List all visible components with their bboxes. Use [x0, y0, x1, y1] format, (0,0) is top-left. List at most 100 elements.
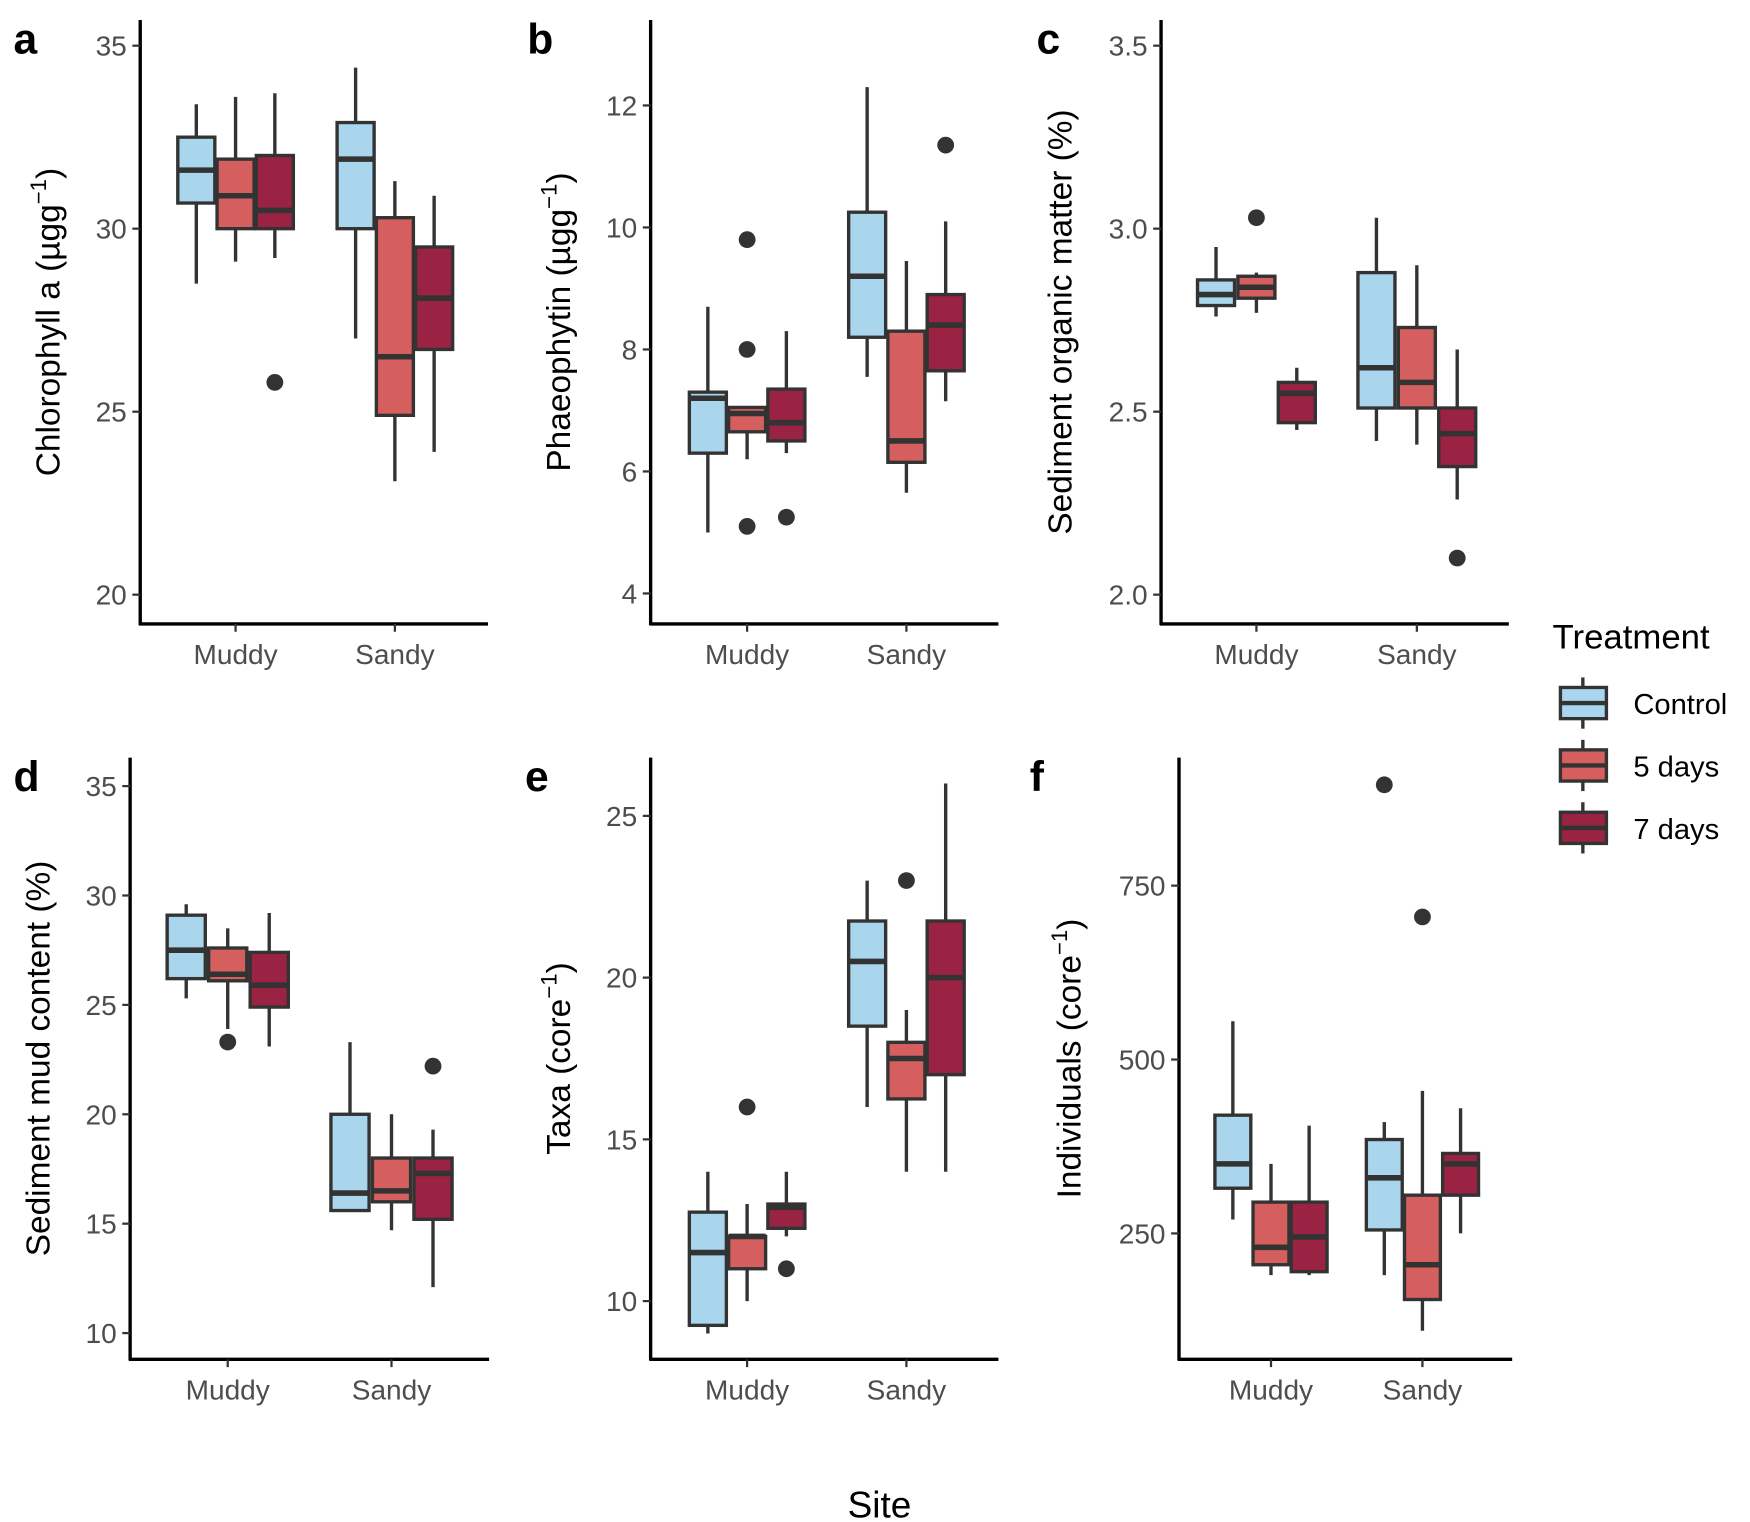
box [1251, 1200, 1291, 1267]
box-5-days-sandy [886, 261, 927, 493]
box-control-sandy [1364, 776, 1404, 1276]
box [248, 950, 290, 1009]
y-tick-label: 20 [606, 963, 637, 994]
y-tick-label: 10 [85, 1318, 116, 1349]
box-7-days-muddy [766, 1171, 807, 1278]
y-tick-label: 3.5 [1109, 31, 1148, 62]
legend-key-5-days: 5 days [1558, 739, 1719, 792]
legend-key-control: Control [1558, 677, 1727, 729]
x-tick-label: Muddy [1214, 639, 1298, 670]
y-axis-title: Sediment organic matter (%) [1042, 109, 1079, 534]
box-5-days-sandy [886, 872, 927, 1172]
y-tick-label: 12 [606, 91, 637, 122]
box [254, 153, 296, 231]
outlier-point [1375, 776, 1393, 794]
box [412, 1156, 454, 1221]
x-tick-label: Muddy [194, 639, 278, 670]
box [687, 390, 729, 455]
x-tick-label: Muddy [1229, 1375, 1313, 1406]
box-7-days-sandy [413, 195, 455, 452]
box-control-muddy [687, 306, 729, 533]
box [1356, 270, 1397, 410]
box [1213, 1113, 1253, 1190]
outlier-point [937, 136, 955, 154]
y-tick-label: 25 [96, 397, 127, 428]
y-axis-title: Individuals (core−1) [1047, 919, 1089, 1199]
box [726, 1234, 768, 1271]
box [374, 216, 416, 418]
y-axis-title-superscript: −1 [536, 973, 561, 998]
box-control-sandy [846, 880, 888, 1108]
outlier-point [1448, 549, 1466, 567]
y-tick-label: 2.5 [1109, 397, 1148, 428]
y-tick-label: 250 [1119, 1219, 1166, 1250]
box-control-muddy [1195, 246, 1237, 317]
box [925, 919, 966, 1077]
panel-label: a [13, 17, 37, 64]
y-axis-title-end: ) [541, 172, 578, 183]
panel-a: 20 25 30 35 Muddy Sandy a Chlorophyll a (µgg−1) [13, 17, 488, 670]
box [1402, 1193, 1443, 1302]
y-axis-title-end: ) [30, 168, 67, 179]
y-axis-title-end: ) [541, 962, 578, 973]
outlier-point [266, 374, 284, 391]
box [1396, 325, 1438, 410]
y-axis-title-text: Sediment mud content (%) [20, 861, 57, 1257]
y-tick-label: 4 [622, 579, 638, 610]
x-tick-label: Muddy [705, 639, 789, 670]
box-control-sandy [846, 87, 888, 377]
outlier-point [738, 231, 756, 249]
outlier-point [219, 1033, 237, 1051]
box [370, 1156, 413, 1204]
box-control-sandy [335, 67, 376, 339]
y-axis-title: Chlorophyll a (µgg−1) [26, 168, 68, 476]
box-7-days-muddy [766, 331, 807, 526]
box-7-days-muddy [1289, 1125, 1329, 1276]
panel-label: b [527, 17, 553, 64]
x-tick-label: Sandy [867, 1375, 947, 1406]
y-tick-label: 10 [606, 1286, 637, 1317]
x-tick-label: Muddy [705, 1375, 789, 1406]
y-tick-label: 25 [85, 990, 116, 1021]
box-5-days-muddy [215, 96, 256, 262]
y-tick-label: 20 [96, 580, 127, 611]
box [766, 387, 807, 443]
panel-label: f [1030, 754, 1045, 801]
box [1276, 380, 1317, 425]
box-control-sandy [329, 1042, 371, 1213]
panel-e: 10 15 20 25 Muddy Sandy e Taxa (core−1) [525, 754, 999, 1406]
outlier-point [738, 1098, 756, 1116]
legend-label: 5 days [1633, 752, 1719, 784]
outlier-point [777, 508, 795, 526]
y-axis-title: Phaeophytin (µgg−1) [536, 172, 578, 471]
outlier-point [897, 872, 915, 889]
x-tick-label: Sandy [1377, 639, 1457, 670]
box-5-days-sandy [1396, 265, 1438, 445]
legend-title: Treatment [1553, 619, 1710, 657]
y-axis-title-text: Taxa (core [541, 999, 578, 1155]
box-7-days-sandy [412, 1057, 454, 1288]
outlier-point [424, 1057, 442, 1075]
panel-d: 10 15 20 25 30 35 Muddy Sandy d Sediment mud cont… [13, 754, 490, 1405]
box-control-muddy [165, 904, 207, 999]
box-5-days-muddy [1251, 1163, 1291, 1276]
box [165, 913, 207, 981]
box-7-days-sandy [1440, 1108, 1481, 1234]
box-5-days-muddy [726, 1098, 768, 1302]
y-axis-title-superscript: −1 [26, 179, 51, 204]
legend-label: Control [1633, 689, 1727, 721]
y-tick-label: 8 [622, 335, 638, 366]
y-tick-label: 10 [606, 213, 637, 244]
x-tick-label: Sandy [867, 639, 947, 670]
y-tick-label: 500 [1119, 1045, 1166, 1076]
y-axis-title-text: Chlorophyll a (µgg [30, 204, 67, 476]
box-5-days-muddy [726, 231, 768, 535]
y-tick-label: 35 [85, 771, 116, 802]
panel-b: 4 6 8 10 12 Muddy Sandy b Phaeophytin (µgg−1) [527, 17, 999, 670]
box-5-days-sandy [370, 1114, 413, 1231]
y-tick-label: 2.0 [1109, 580, 1148, 611]
box-7-days-muddy [248, 912, 290, 1047]
legend-key-7-days: 7 days [1558, 802, 1719, 854]
outlier-point [1414, 908, 1431, 926]
